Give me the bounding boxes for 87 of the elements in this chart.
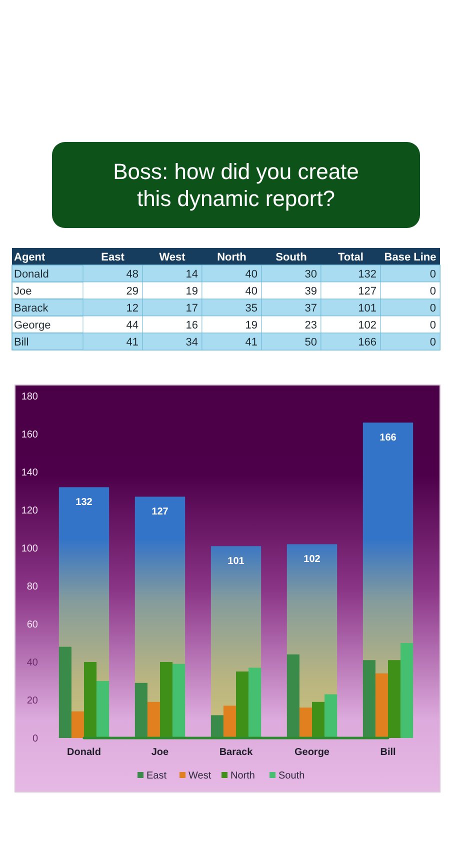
data-label: 127 [358,286,376,298]
x-tick-label: East [101,252,125,264]
data-label: 41 [245,336,258,348]
data-label: 0 [430,320,436,332]
data-label: 19 [186,286,198,298]
bar [400,643,414,738]
bar [210,715,224,738]
y-tick-label: 160 [21,430,38,440]
data-label: 102 [304,554,321,566]
bar [160,662,173,738]
legend-label: North [230,770,255,782]
bar [84,662,97,738]
bar [236,672,249,738]
y-tick-label: Bill [14,336,29,348]
data-label: 39 [304,286,317,298]
bar [134,682,148,738]
data-label: 132 [358,268,376,280]
bar [96,681,110,738]
data-label: 166 [380,432,397,444]
data-label: 44 [126,320,138,332]
bar [248,668,262,738]
bar [375,673,388,738]
data-label: 30 [304,268,317,280]
data-label: 0 [430,336,436,348]
x-tick-label: Barack [219,747,254,758]
y-tick-label: 180 [21,392,38,402]
data-label: 16 [186,320,198,332]
y-tick-label: 20 [26,696,38,706]
y-tick-label: Donald [14,268,49,280]
y-tick-label: 140 [21,468,38,478]
bar [388,660,401,738]
bar [147,702,160,738]
bar [286,654,300,738]
bar [299,708,312,738]
bar [58,646,72,738]
legend-label: West [188,770,212,782]
data-label: 35 [245,302,258,314]
y-tick-label: 0 [32,734,38,744]
x-tick-label: North [217,252,247,264]
y-tick-label: Barack [14,302,49,314]
data-label: 14 [186,268,198,280]
legend-label: South [278,770,305,782]
chart-title: Boss: how did you create this dynamic report? [113,159,359,211]
y-tick-label: 80 [26,582,38,592]
data-label: 34 [186,336,198,348]
data-label: 12 [126,302,138,314]
y-tick-label: Joe [14,286,32,298]
data-label: 23 [304,320,317,332]
data-label: 50 [304,336,317,348]
bar [71,711,84,738]
x-tick-label: George [294,747,330,758]
bar [223,706,236,738]
x-tick-label: Bill [380,747,396,758]
data-label: 0 [430,302,436,314]
y-tick-label: George [14,320,51,332]
y-tick-label: 60 [26,620,38,630]
data-label: 0 [430,268,436,280]
y-axis-title: Agent [14,252,46,264]
data-label: 17 [186,302,198,314]
x-tick-label: South [276,252,308,264]
x-tick-label: Donald [67,747,101,758]
y-tick-label: 120 [21,506,38,516]
bar [362,660,376,738]
data-label: 166 [358,336,376,348]
data-label: 101 [358,302,376,314]
x-tick-label: West [159,252,186,264]
data-label: 19 [245,320,258,332]
data-label: 40 [245,286,258,298]
data-label: 41 [126,336,138,348]
x-tick-label: Joe [151,747,170,758]
data-label: 102 [358,320,376,332]
y-tick-label: 100 [21,544,38,554]
bar [312,702,325,738]
data-label: 127 [152,506,169,518]
y-tick-label: 40 [26,658,38,668]
x-tick-label: Total [338,252,364,264]
data-label: 0 [430,286,436,298]
data-label: 40 [245,268,258,280]
data-label: 29 [126,286,138,298]
data-label: 132 [76,497,93,508]
x-tick-label: Base Line [384,252,436,264]
legend-label: East [146,770,167,782]
data-label: 48 [126,268,138,280]
bar [172,664,186,738]
data-label: 37 [304,302,317,314]
data-label: 101 [228,556,245,568]
bar [324,694,338,738]
